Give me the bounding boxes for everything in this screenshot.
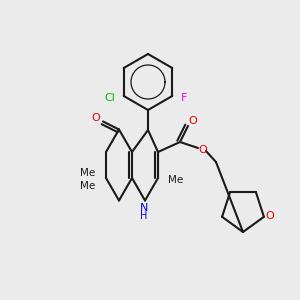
Text: H: H [140, 211, 148, 220]
Text: O: O [189, 116, 197, 126]
Text: O: O [199, 145, 207, 155]
Text: O: O [92, 113, 100, 124]
Text: O: O [266, 211, 274, 221]
Text: Me: Me [80, 168, 96, 178]
Text: Me: Me [168, 175, 184, 185]
Text: F: F [181, 93, 188, 103]
Text: Me: Me [80, 181, 96, 191]
Text: N: N [140, 202, 148, 212]
Text: Cl: Cl [104, 93, 115, 103]
